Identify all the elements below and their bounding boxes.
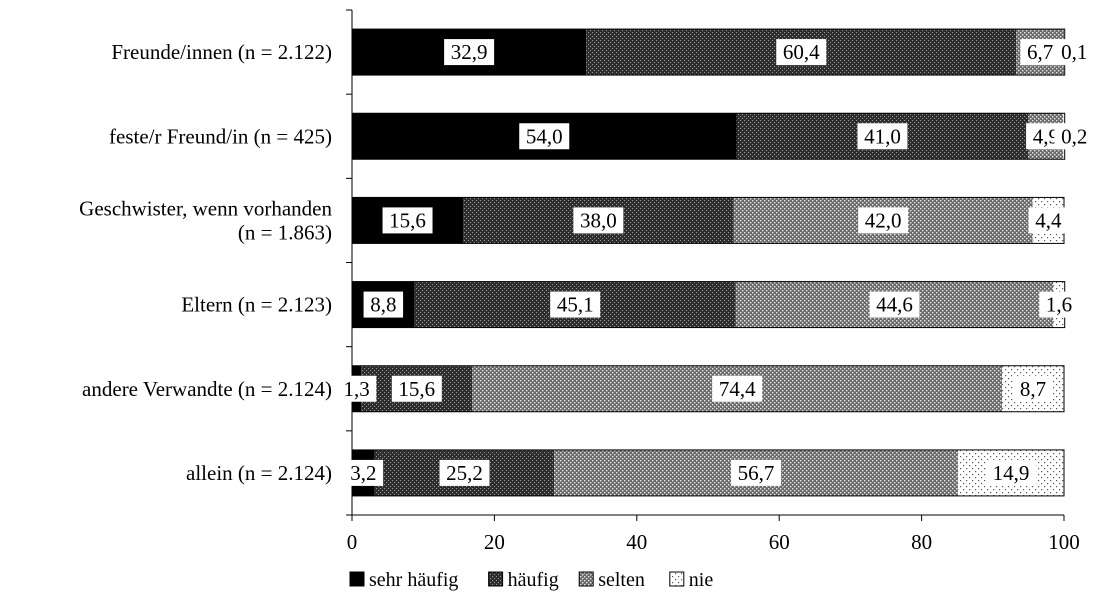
data-label-box (776, 39, 827, 66)
category-label: Eltern (n = 2.123) (181, 293, 332, 317)
data-label-box (712, 375, 763, 402)
legend-entry: selten (598, 569, 645, 591)
data-label: 74,4 (719, 377, 756, 401)
data-label: 1,3 (344, 377, 370, 401)
data-label-box (1054, 123, 1094, 150)
legend-swatch (488, 571, 504, 587)
data-label-box (1039, 291, 1079, 318)
data-label: 44,6 (876, 293, 913, 317)
data-label: 25,2 (446, 461, 483, 485)
category-label: andere Verwandte (n = 2.124) (82, 377, 332, 401)
legend-entry: häufig (508, 569, 559, 591)
data-label: 54,0 (526, 124, 563, 148)
data-label-box (519, 123, 570, 150)
legend: sehr häufig häufig selten nie (349, 569, 714, 591)
data-label: 56,7 (738, 461, 775, 485)
data-label: 32,9 (451, 40, 488, 64)
data-label: 15,6 (389, 208, 426, 232)
data-label: 3,2 (350, 461, 376, 485)
data-label: 14,9 (993, 461, 1030, 485)
category-label: allein (n = 2.124) (186, 461, 332, 485)
plot-area: 0 20 40 60 80 100 Freunde/innen (n = 2.122) fes… (79, 9, 1094, 554)
data-label-box (550, 291, 601, 318)
category-label: Freunde/innen (n = 2.122) (111, 40, 332, 64)
data-label: 0,2 (1061, 124, 1087, 148)
x-tick-label: 20 (484, 530, 505, 554)
x-tick-label: 0 (347, 530, 358, 554)
data-label: 0,1 (1061, 40, 1087, 64)
data-label-box (857, 123, 908, 150)
data-label: 6,7 (1027, 40, 1053, 64)
data-label-box (336, 375, 377, 402)
category-label: feste/r Freund/in (n = 425) (109, 124, 332, 148)
data-label-box (391, 375, 442, 402)
legend-swatch (669, 571, 685, 587)
data-label: 8,8 (370, 293, 396, 317)
data-label: 38,0 (580, 208, 617, 232)
x-tick-label: 40 (626, 530, 647, 554)
data-label-box (858, 207, 909, 234)
data-label-box (731, 459, 782, 486)
data-label: 45,1 (557, 293, 594, 317)
data-label: 4,4 (1035, 208, 1062, 232)
category-label: (n = 1.863) (238, 220, 332, 244)
data-label-box (363, 291, 404, 318)
data-label-box (1013, 375, 1053, 402)
legend-swatch (578, 571, 594, 587)
data-label-box (1028, 207, 1069, 234)
category-label: Geschwister, wenn vorhanden (79, 196, 332, 220)
data-label-box (382, 207, 433, 234)
data-label: 8,7 (1020, 377, 1046, 401)
data-label: 15,6 (398, 377, 435, 401)
legend-swatch (349, 571, 365, 587)
data-label-box (439, 459, 490, 486)
data-label-box (1054, 39, 1094, 66)
data-label-box (985, 459, 1036, 486)
legend-entry: sehr häufig (369, 569, 458, 591)
data-label: 1,6 (1046, 293, 1072, 317)
x-tick-label: 100 (1048, 530, 1080, 554)
data-label-box (573, 207, 624, 234)
data-label: 42,0 (865, 208, 902, 232)
legend-entry: nie (689, 569, 714, 591)
data-label-box (1020, 39, 1060, 66)
data-label: 60,4 (783, 40, 820, 64)
data-label: 41,0 (864, 124, 901, 148)
data-label-box (444, 39, 495, 66)
data-label-box (343, 459, 384, 486)
data-label-box (869, 291, 920, 318)
x-tick-label: 80 (911, 530, 932, 554)
x-tick-label: 60 (769, 530, 790, 554)
